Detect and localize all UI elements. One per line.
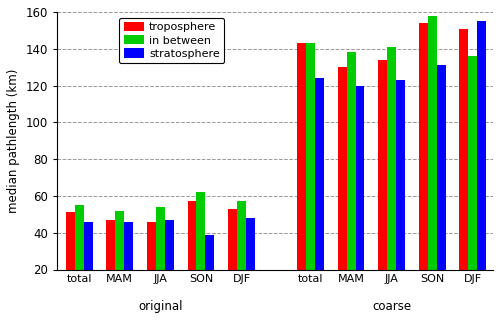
Text: coarse: coarse <box>372 300 411 313</box>
Bar <box>460 28 468 306</box>
Bar <box>315 78 324 306</box>
Bar <box>188 201 196 306</box>
Bar <box>419 23 428 306</box>
Bar <box>378 60 387 306</box>
Bar <box>356 85 364 306</box>
Bar <box>124 222 133 306</box>
Bar <box>116 211 124 306</box>
Y-axis label: median pathlength (km): median pathlength (km) <box>7 68 20 213</box>
Bar <box>297 43 306 306</box>
Bar <box>106 220 116 306</box>
Text: original: original <box>138 300 182 313</box>
Bar <box>428 16 436 306</box>
Bar <box>84 222 92 306</box>
Bar <box>196 192 205 306</box>
Bar <box>75 205 84 306</box>
Bar <box>387 47 396 306</box>
Bar <box>338 67 346 306</box>
Bar <box>147 222 156 306</box>
Bar <box>156 207 165 306</box>
Bar <box>228 209 237 306</box>
Bar <box>468 56 477 306</box>
Bar <box>436 65 446 306</box>
Bar <box>237 201 246 306</box>
Legend: troposphere, in between, stratosphere: troposphere, in between, stratosphere <box>119 18 224 63</box>
Bar <box>66 212 75 306</box>
Bar <box>346 52 356 306</box>
Bar <box>206 235 214 306</box>
Bar <box>396 80 405 306</box>
Bar <box>306 43 315 306</box>
Bar <box>477 21 486 306</box>
Bar <box>246 218 255 306</box>
Bar <box>165 220 174 306</box>
